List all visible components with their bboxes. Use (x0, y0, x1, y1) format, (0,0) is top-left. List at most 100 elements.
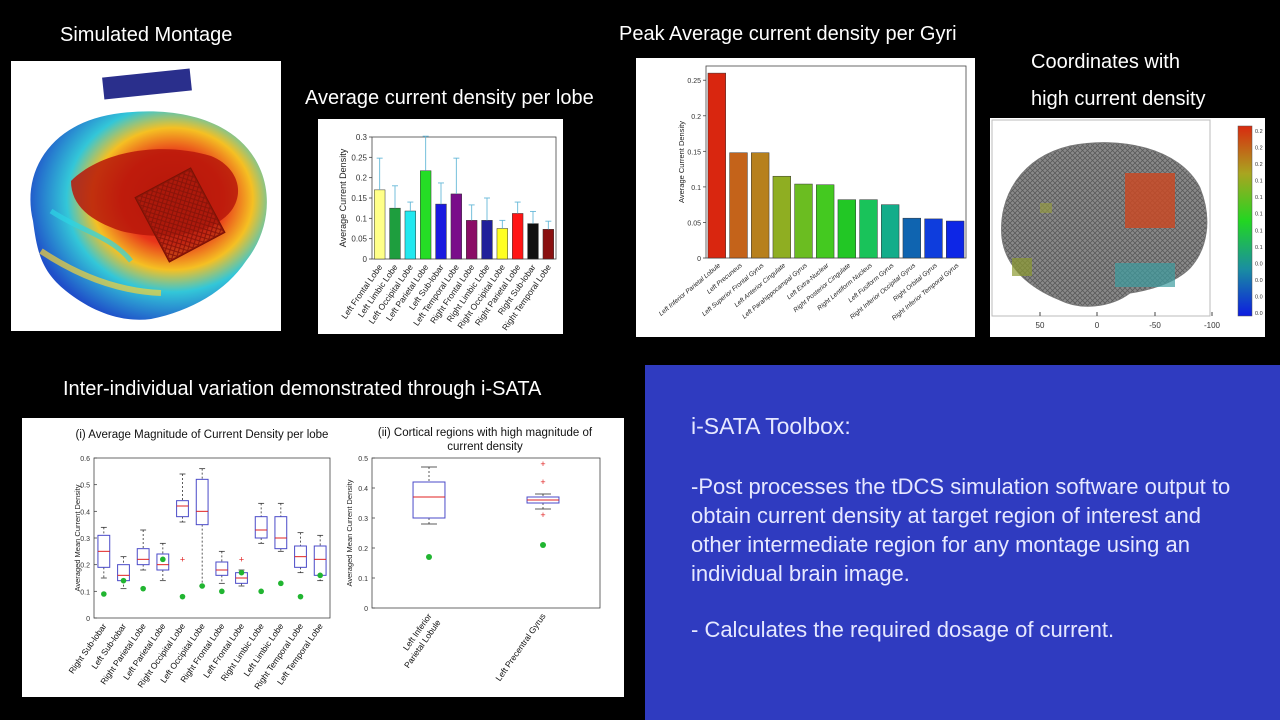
y-tick-label: 0.5 (80, 483, 90, 490)
y-axis-label: Average Current Density (677, 121, 686, 203)
y-tick-label: 0.25 (687, 78, 701, 85)
subject-marker (199, 583, 205, 589)
x-tick-label: -50 (1149, 321, 1161, 330)
box-chart-title: (ii) Cortical regions with high magnitud… (378, 427, 593, 453)
box (195, 478, 209, 526)
bar (794, 183, 813, 259)
y-tick-label: 0.25 (351, 153, 367, 162)
bar (816, 184, 835, 259)
bar (902, 217, 921, 259)
y-axis-label: Average Current Density (338, 148, 348, 247)
plot-area (705, 65, 967, 259)
colorbar-tick-label: 0.2 (1255, 146, 1263, 152)
subject-marker (101, 591, 107, 597)
y-tick-label: 0.1 (356, 214, 368, 223)
outlier-marker: + (540, 459, 545, 469)
box (274, 516, 288, 550)
y-tick-label: 0.05 (687, 220, 701, 227)
bar (420, 170, 432, 260)
x-tick-label: 50 (1036, 321, 1045, 330)
y-axis-label: Averaged Mean Current Density (345, 479, 354, 586)
y-tick-label: 0.4 (80, 509, 90, 516)
y-tick-label: 0.05 (351, 235, 367, 244)
bar (527, 223, 539, 260)
subject-marker (179, 593, 186, 600)
subject-marker (278, 580, 284, 587)
colorbar-tick-label: 0.2 (1255, 129, 1263, 135)
bar (859, 199, 878, 259)
box (412, 481, 446, 519)
plot-area (371, 457, 601, 609)
y-tick-label: 0 (86, 616, 90, 623)
box (215, 561, 229, 576)
bar (450, 193, 462, 260)
bar (512, 213, 524, 260)
bar (481, 220, 493, 260)
subject-marker (219, 588, 225, 595)
colorbar-tick-label: 0.1 (1255, 228, 1263, 234)
caption-coords-line1: Coordinates with (1031, 51, 1180, 73)
bar (924, 218, 943, 259)
box (313, 545, 327, 576)
bar (389, 207, 401, 260)
box (136, 548, 150, 566)
caption-montage: Simulated Montage (60, 24, 233, 46)
bar (707, 72, 726, 259)
y-tick-label: 0.2 (80, 563, 90, 570)
colorbar-tick-label: 0.1 (1255, 245, 1263, 251)
y-axis-label: Averaged Mean Current Density (73, 484, 82, 591)
colorbar-tick-label: 0.0 (1255, 294, 1263, 300)
subject-marker (426, 554, 432, 560)
bar (751, 152, 770, 259)
y-tick-label: 0.3 (358, 516, 368, 523)
category-label: Left Precentral Gyrus (493, 611, 547, 683)
colorbar-tick-label: 0.0 (1255, 311, 1263, 317)
y-tick-label: 0.1 (80, 589, 90, 596)
outlier-marker: + (540, 510, 545, 520)
bar (404, 210, 416, 260)
montage-brain-image (11, 61, 281, 331)
category-label: Left InferiorParietal Lobule (393, 611, 443, 670)
caption-variation: Inter-individual variation demonstrated … (63, 378, 542, 400)
subject-marker (258, 588, 264, 595)
lobe-bar-chart: 0 0.05 0.1 0.15 0.2 0.25 0.3 Average Current De… (318, 119, 563, 334)
y-tick-label: 0.5 (358, 456, 368, 463)
y-tick-label: 0.4 (358, 486, 368, 493)
y-tick-label: 0.3 (356, 133, 368, 142)
bar (881, 204, 900, 259)
y-tick-label: 0 (697, 256, 701, 263)
y-tick-label: 0.2 (358, 546, 368, 553)
box (254, 516, 268, 539)
bar (496, 228, 508, 260)
y-tick-label: 0.6 (80, 456, 90, 463)
subject-marker (238, 569, 245, 576)
y-tick-label: 0.15 (351, 194, 367, 203)
bar (772, 175, 791, 259)
box (176, 500, 189, 518)
y-tick-label: 0.2 (691, 114, 701, 121)
outlier-marker: + (180, 554, 185, 564)
bar (466, 220, 478, 260)
colorbar-tick-label: 0.0 (1255, 278, 1263, 284)
toolbox-info-panel: i-SATA Toolbox: -Post processes the tDCS… (645, 365, 1280, 720)
y-tick-label: 0 (364, 606, 368, 613)
caption-coords-line2: high current density (1031, 88, 1206, 110)
outlier-marker: + (239, 554, 244, 564)
subject-marker (140, 585, 146, 592)
colorbar-tick-label: 0.0 (1255, 261, 1263, 267)
subject-marker (317, 572, 323, 579)
box-chart-title: (i) Average Magnitude of Current Density… (76, 429, 329, 441)
colorbar-tick-label: 0.1 (1255, 195, 1263, 201)
y-tick-label: 0.3 (80, 536, 90, 543)
y-tick-label: 0 (363, 255, 368, 264)
y-tick-label: 0.1 (358, 576, 368, 583)
colorbar-tick-label: 0.1 (1255, 179, 1263, 185)
bar (837, 199, 856, 259)
bar (435, 203, 447, 260)
bar (374, 189, 386, 260)
y-tick-label: 0.1 (691, 185, 701, 192)
toolbox-title: i-SATA Toolbox: (691, 413, 851, 439)
subject-marker (160, 556, 166, 563)
x-tick-label: 0 (1095, 321, 1100, 330)
y-tick-label: 0.15 (687, 149, 701, 156)
